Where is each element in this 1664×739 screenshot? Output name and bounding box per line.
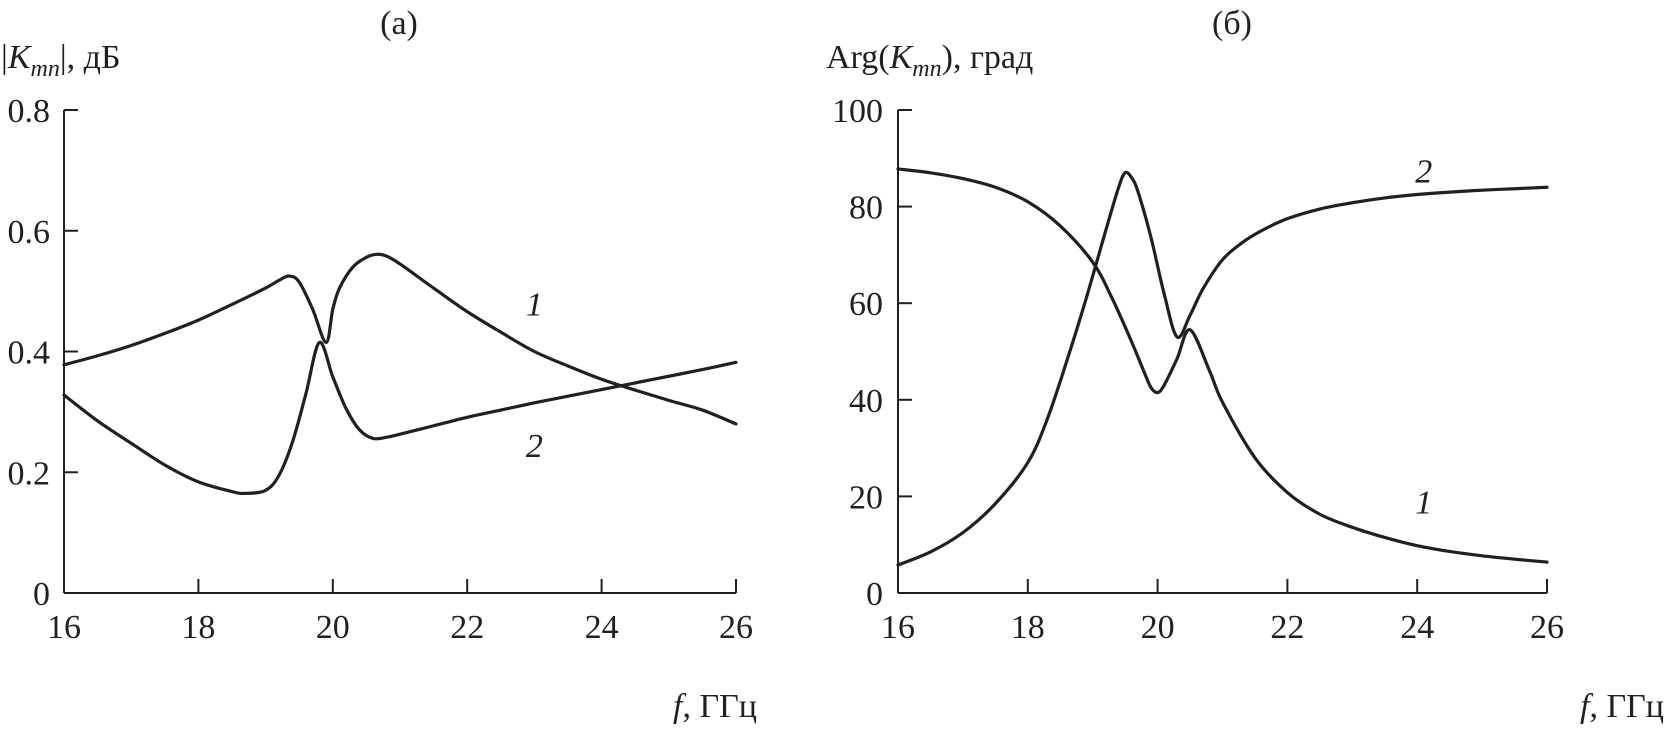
x-tick-label: 18 xyxy=(181,609,215,646)
panel-b-axes xyxy=(897,110,1547,594)
panel-a-series: 12 xyxy=(62,252,738,496)
y-tick-label: 0 xyxy=(866,576,883,613)
y-tick-label: 100 xyxy=(832,93,883,130)
x-tick-label: 16 xyxy=(47,609,81,646)
y-tick-label: 20 xyxy=(849,479,883,516)
panel-b-y-title-symbol: K xyxy=(889,39,915,76)
series-2-label: 2 xyxy=(1415,153,1432,190)
panel-b-y-title-prefix: Arg( xyxy=(826,39,890,76)
panel-b-y-axis-title: Arg(Kmn), град xyxy=(826,39,1033,82)
x-tick-label: 24 xyxy=(1400,609,1434,646)
series-1-line xyxy=(896,167,1549,564)
y-tick-label: 0 xyxy=(33,576,50,613)
panel-b-label: (б) xyxy=(1212,5,1252,42)
x-tick-label: 26 xyxy=(719,609,753,646)
series-2-label: 2 xyxy=(526,428,543,465)
panel-b-ticks: 16 18 20 22 24 26 0 20 40 60 80 100 xyxy=(832,93,1564,646)
panel-a-axes xyxy=(63,110,736,594)
panel-b-series: 12 xyxy=(896,153,1549,567)
y-tick-label: 80 xyxy=(849,190,883,227)
panel-b-x-title-suffix: , ГГц xyxy=(1589,688,1664,725)
panel-a-y-title-prefix: | xyxy=(1,39,8,76)
y-tick-label: 40 xyxy=(849,383,883,420)
x-tick-label: 22 xyxy=(450,609,484,646)
chart-panel-b: (б) Arg(Kmn), град f, ГГц 16 18 20 22 24 2602… xyxy=(826,5,1664,725)
panel-a-y-title-symbol: K xyxy=(7,39,33,76)
y-tick-label: 0.4 xyxy=(8,335,51,372)
chart-panel-a: (а) |Kmn|, дБ f, ГГц 16 18 20 22 24 26 0 0.2 0.4… xyxy=(1,5,757,725)
series-1-label: 1 xyxy=(526,286,543,323)
panel-a-x-axis-title: f, ГГц xyxy=(673,688,757,725)
panel-a-y-title-suffix: |, дБ xyxy=(60,39,121,76)
panel-b-x-axis-title: f, ГГц xyxy=(1580,688,1664,725)
panel-a-ticks: 16 18 20 22 24 26 0 0.2 0.4 0.6 0.8 xyxy=(8,93,754,646)
x-tick-label: 16 xyxy=(881,609,915,646)
x-tick-label: 26 xyxy=(1530,609,1564,646)
panel-a-y-axis-title: |Kmn|, дБ xyxy=(1,39,120,82)
series-2-line xyxy=(896,170,1549,567)
panel-a-y-title-subscript: mn xyxy=(31,56,60,82)
x-tick-label: 22 xyxy=(1270,609,1304,646)
y-tick-label: 60 xyxy=(849,286,883,323)
panel-b-y-title-subscript: mn xyxy=(912,56,941,82)
x-tick-label: 20 xyxy=(316,609,350,646)
y-tick-label: 0.6 xyxy=(8,214,51,251)
y-tick-label: 0.2 xyxy=(8,455,51,492)
x-tick-label: 24 xyxy=(585,609,619,646)
panel-a-label: (а) xyxy=(380,5,418,42)
series-1-label: 1 xyxy=(1415,484,1432,521)
panel-a-x-title-suffix: , ГГц xyxy=(682,688,757,725)
series-2-line xyxy=(62,340,738,496)
panel-b-y-title-suffix: ), град xyxy=(942,39,1034,76)
y-tick-label: 0.8 xyxy=(8,93,51,130)
series-1-line xyxy=(62,252,738,426)
x-tick-label: 20 xyxy=(1141,609,1175,646)
x-tick-label: 18 xyxy=(1011,609,1045,646)
